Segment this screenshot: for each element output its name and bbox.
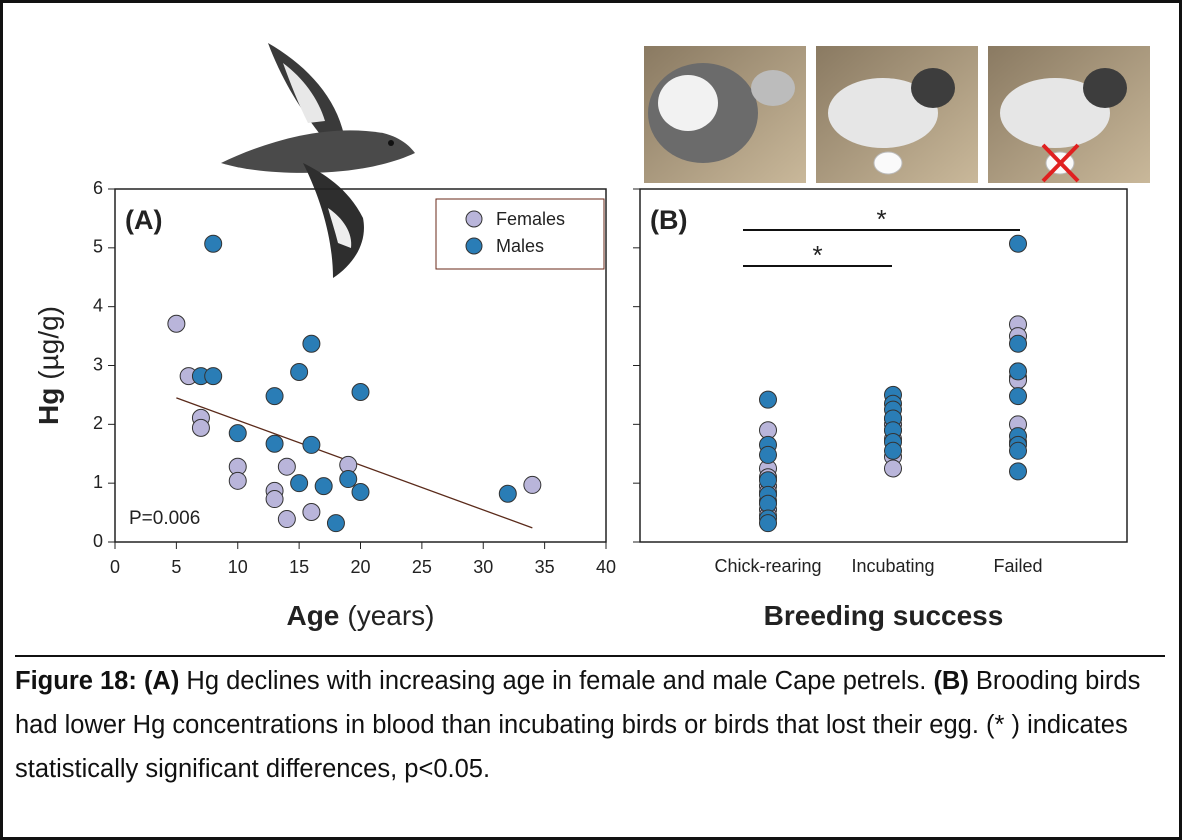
panel-label: (A) bbox=[125, 205, 162, 235]
data-point bbox=[303, 503, 320, 520]
chart: 0 1 2 3 4 5 6 (A) 0 5 10 15 20 25 30 35 40 Females Males P=… bbox=[3, 3, 1179, 648]
data-point bbox=[352, 483, 369, 500]
panel-label: (B) bbox=[650, 205, 687, 235]
y-tick-label: 0 bbox=[93, 531, 103, 551]
data-point bbox=[315, 478, 332, 495]
data-point bbox=[885, 460, 902, 477]
x-axis-label: Hg (µg/g) bbox=[33, 306, 64, 425]
data-point bbox=[303, 335, 320, 352]
y-tick-label: 4 bbox=[93, 295, 103, 315]
data-point bbox=[760, 391, 777, 408]
data-point bbox=[1010, 335, 1027, 352]
x-axis-label: Breeding success bbox=[764, 600, 1004, 631]
data-point bbox=[303, 436, 320, 453]
data-point bbox=[760, 446, 777, 463]
x-tick-label: 25 bbox=[412, 557, 432, 577]
legend-label: Males bbox=[496, 236, 544, 256]
x-tick-label: 5 bbox=[171, 557, 181, 577]
data-point bbox=[1010, 388, 1027, 405]
photos bbox=[644, 46, 1150, 183]
x-tick-label: Incubating bbox=[851, 556, 934, 576]
data-point bbox=[291, 363, 308, 380]
caption-run: Figure 18: (A) bbox=[15, 667, 179, 695]
x-tick-label: 40 bbox=[596, 557, 616, 577]
data-point bbox=[340, 471, 357, 488]
axis-label-part: (µg/g) bbox=[33, 306, 64, 380]
data-point bbox=[229, 472, 246, 489]
significance-label: * bbox=[812, 240, 822, 270]
legend-swatch bbox=[466, 238, 482, 254]
data-point bbox=[352, 383, 369, 400]
caption-run: (B) bbox=[933, 667, 968, 695]
x-tick-label: Chick-rearing bbox=[714, 556, 821, 576]
caption: Figure 18: (A) Hg declines with increasi… bbox=[15, 655, 1165, 791]
data-point bbox=[1010, 442, 1027, 459]
x-tick-label: 0 bbox=[110, 557, 120, 577]
data-point bbox=[168, 315, 185, 332]
y-tick-label: 6 bbox=[93, 178, 103, 198]
significance-label: * bbox=[876, 204, 886, 234]
y-tick-label: 1 bbox=[93, 472, 103, 492]
axis-label-part: Hg bbox=[33, 388, 64, 425]
data-point bbox=[291, 475, 308, 492]
annotation: P=0.006 bbox=[129, 508, 200, 529]
data-point bbox=[278, 511, 295, 528]
data-point bbox=[499, 485, 516, 502]
data-point bbox=[327, 515, 344, 532]
x-tick-label: 15 bbox=[289, 557, 309, 577]
x-tick-label: 20 bbox=[350, 557, 370, 577]
y-tick-label: 2 bbox=[93, 413, 103, 433]
axis-label-part: (years) bbox=[347, 600, 434, 631]
data-point bbox=[1010, 363, 1027, 380]
legend-swatch bbox=[466, 211, 482, 227]
data-point bbox=[266, 435, 283, 452]
data-point bbox=[760, 515, 777, 532]
data-point bbox=[229, 425, 246, 442]
x-axis-label: Age (years) bbox=[286, 600, 434, 631]
data-point bbox=[266, 388, 283, 405]
axis-label-part: Breeding success bbox=[764, 600, 1004, 631]
legend-label: Females bbox=[496, 209, 565, 229]
data-point bbox=[1010, 463, 1027, 480]
data-point bbox=[885, 442, 902, 459]
x-tick-label: 30 bbox=[473, 557, 493, 577]
caption-run: Hg declines with increasing age in femal… bbox=[179, 667, 933, 695]
x-tick-label: 10 bbox=[228, 557, 248, 577]
data-point bbox=[205, 368, 222, 385]
axis-label-part: Age bbox=[286, 600, 339, 631]
x-tick-label: 35 bbox=[535, 557, 555, 577]
data-point bbox=[266, 491, 283, 508]
plot-frame bbox=[640, 189, 1127, 542]
data-point bbox=[278, 458, 295, 475]
y-tick-label: 3 bbox=[93, 354, 103, 374]
data-point bbox=[192, 419, 209, 436]
figure: 0 1 2 3 4 5 6 (A) 0 5 10 15 20 25 30 35 40 Females Males P=… bbox=[0, 0, 1182, 840]
data-point bbox=[1010, 235, 1027, 252]
x-tick-label: Failed bbox=[993, 556, 1042, 576]
data-point bbox=[524, 476, 541, 493]
data-point bbox=[205, 235, 222, 252]
y-tick-label: 5 bbox=[93, 237, 103, 257]
bird-illustration bbox=[221, 43, 415, 278]
